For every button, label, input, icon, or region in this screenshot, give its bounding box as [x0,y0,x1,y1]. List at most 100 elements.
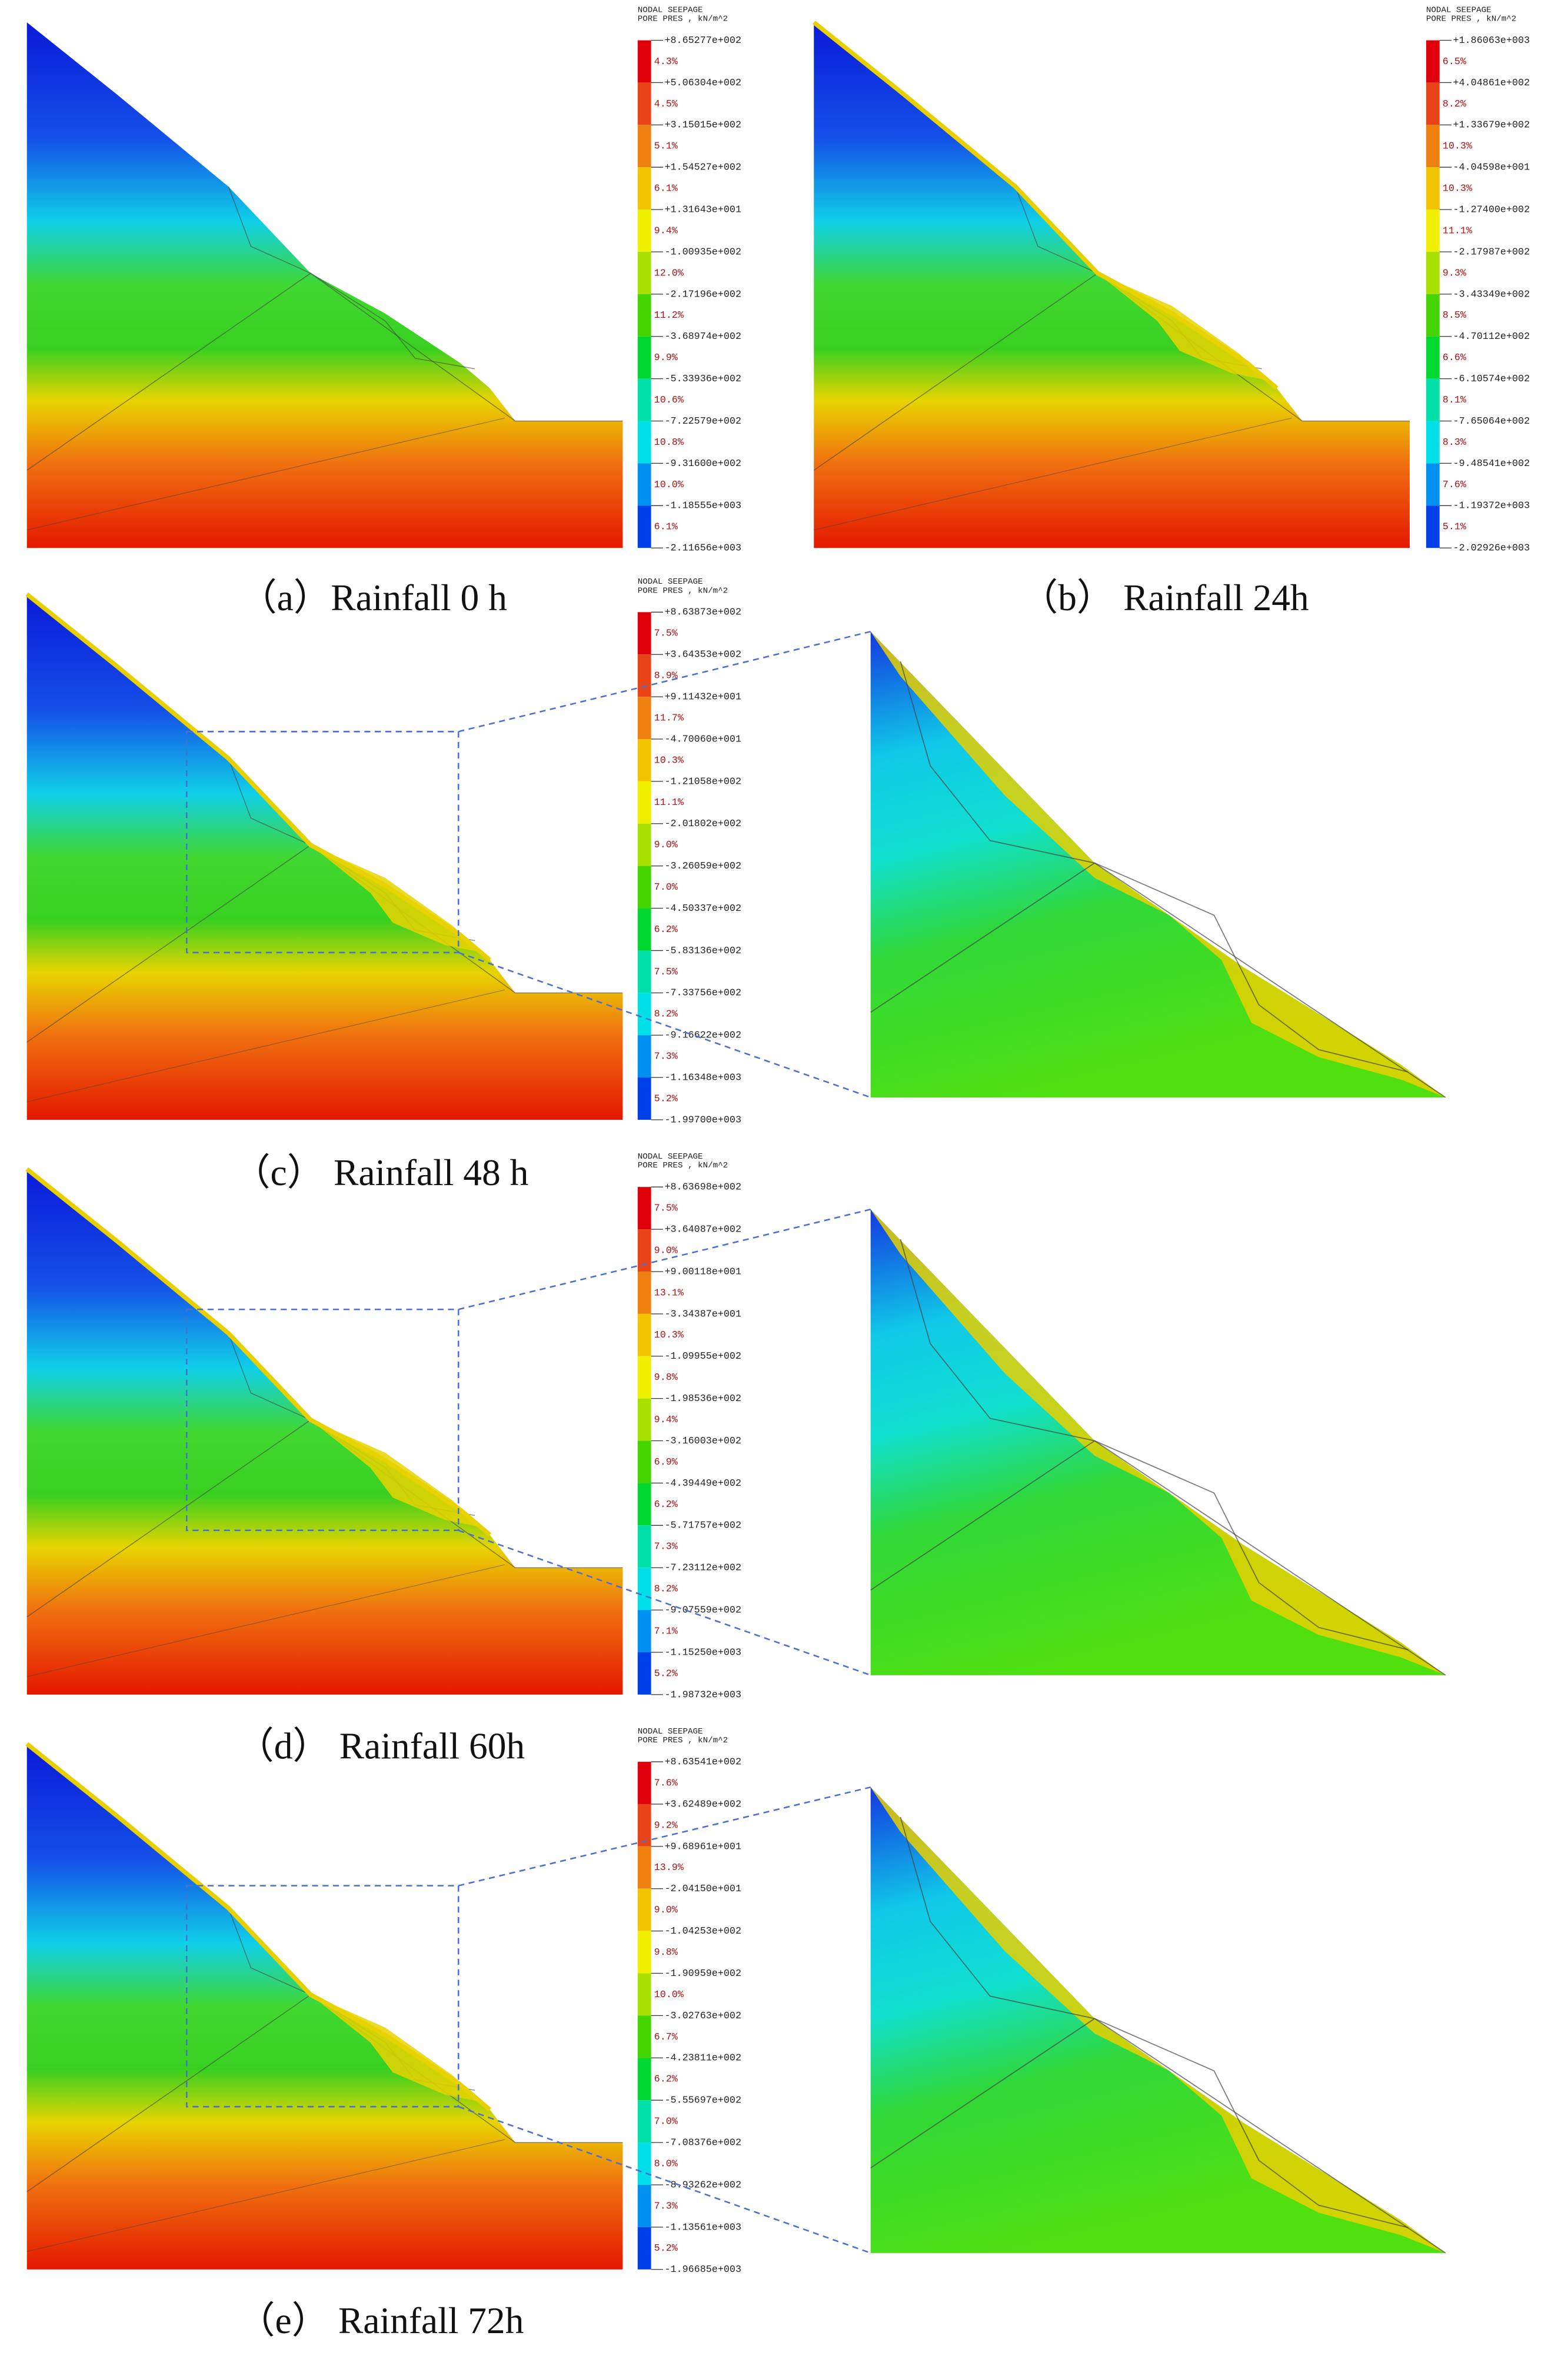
legend-value: -7.22579e+002 [664,416,741,427]
legend-band [637,336,651,379]
legend-percent: 10.6% [654,395,684,406]
legend-band [637,1525,651,1568]
legend-band [637,251,651,294]
legend-value: -2.17196e+002 [664,289,741,300]
slope-model [26,22,623,548]
legend-value: -2.11656e+003 [664,543,741,554]
wet-zone [310,1420,482,1528]
legend-percent: 5.2% [654,1668,678,1679]
zoom-view [870,631,1446,1097]
legend-value: -5.55697e+002 [664,2095,741,2107]
legend-value: -1.99700e+003 [664,1114,741,1126]
legend-band [1426,40,1440,83]
wet-zone [310,845,482,953]
legend-unit: PORE PRES , kN/m^2 [1426,15,1516,24]
legend-percent: 9.0% [654,840,678,851]
legend-value: -7.23112e+002 [664,1563,741,1574]
zoom-box [185,1885,460,2108]
zoom-link [458,1786,871,1886]
legend-value: -5.33936e+002 [664,374,741,385]
layer-line [900,661,1409,1073]
zoom-box [185,731,460,954]
legend-value: +9.11432e+001 [664,692,741,703]
legend-percent: 11.1% [654,797,684,808]
legend-percent: 5.2% [654,1093,678,1104]
legend-value: -3.16003e+002 [664,1436,741,1447]
legend-band [637,1271,651,1314]
legend-percent: 8.2% [1443,99,1467,110]
legend-value: -1.21058e+002 [664,776,741,787]
legend-value: -3.02763e+002 [664,2011,741,2022]
legend-value: -4.70112e+002 [1453,331,1530,342]
legend-band [637,2227,651,2270]
legend-band [637,1229,651,1272]
legend-value: -7.33756e+002 [664,988,741,999]
legend-percent: 12.0% [654,268,684,279]
legend-value: -3.68974e+002 [664,331,741,342]
legend-value: +3.15015e+002 [664,120,741,131]
legend-percent: 7.5% [654,628,678,640]
legend-percent: 9.3% [1443,268,1467,279]
legend-value: +9.00118e+001 [664,1266,741,1277]
legend-percent: 8.0% [654,2158,678,2170]
legend-value: +8.65277e+002 [664,35,741,46]
legend-title: NODAL SEEPAGE [638,577,703,587]
legend-value: +3.64087e+002 [664,1225,741,1236]
legend-band [1426,463,1440,506]
legend-title: NODAL SEEPAGE [638,1152,703,1162]
legend-band [637,40,651,83]
legend-band [637,1804,651,1846]
legend-percent: 9.8% [654,1947,678,1958]
legend-band [637,125,651,168]
legend-percent: 7.6% [654,1778,678,1789]
legend-value: -9.31600e+002 [664,458,741,470]
legend-value: -1.90959e+002 [664,1968,741,1979]
legend-value: +4.04861e+002 [1453,78,1530,89]
legend-band [1426,125,1440,168]
wet-zone [1097,273,1270,381]
legend-value: +1.33679e+002 [1453,120,1530,131]
legend-band [1426,251,1440,294]
legend-value: -4.70060e+001 [664,734,741,745]
slope-model [26,1169,623,1695]
legend-percent: 9.4% [654,225,678,237]
legend-band [637,1398,651,1441]
legend-percent: 7.0% [654,882,678,893]
legend-unit: PORE PRES , kN/m^2 [638,15,728,24]
legend-percent: 7.6% [1443,480,1467,491]
zoom-link [458,1209,871,1310]
legend-value: -1.27400e+002 [1453,204,1530,215]
legend-value: -9.48541e+002 [1453,458,1530,470]
zoom-link [458,631,871,733]
legend-band [637,1077,651,1120]
legend-percent: 6.2% [654,924,678,936]
legend-band [637,294,651,337]
legend-band [637,1652,651,1695]
legend-value: -2.04150e+001 [664,1884,741,1895]
legend-band [637,1187,651,1230]
legend-band [637,1973,651,2016]
legend-percent: 4.3% [654,56,678,68]
legend-value: -7.08376e+002 [664,2138,741,2149]
legend-percent: 5.2% [654,2243,678,2254]
legend-band [637,612,651,655]
legend-band [637,2142,651,2185]
legend-percent: 9.2% [654,1820,678,1831]
legend-value: +8.63873e+002 [664,607,741,618]
zoom-view [870,1209,1446,1675]
legend-unit: PORE PRES , kN/m^2 [638,1736,728,1745]
legend-percent: 9.0% [654,1905,678,1916]
legend-percent: 6.2% [654,2074,678,2085]
legend-percent: 8.5% [1443,310,1467,321]
legend-percent: 5.1% [654,141,678,152]
layer-line [228,186,475,370]
caption: （c） Rainfall 48 h [233,1152,528,1193]
legend-value: +1.86063e+003 [1453,35,1530,46]
legend-percent: 7.5% [654,967,678,978]
legend-title: NODAL SEEPAGE [638,1727,703,1736]
legend-percent: 8.1% [1443,395,1467,406]
legend-percent: 13.9% [654,1862,684,1874]
legend-value: -1.15250e+003 [664,1647,741,1658]
